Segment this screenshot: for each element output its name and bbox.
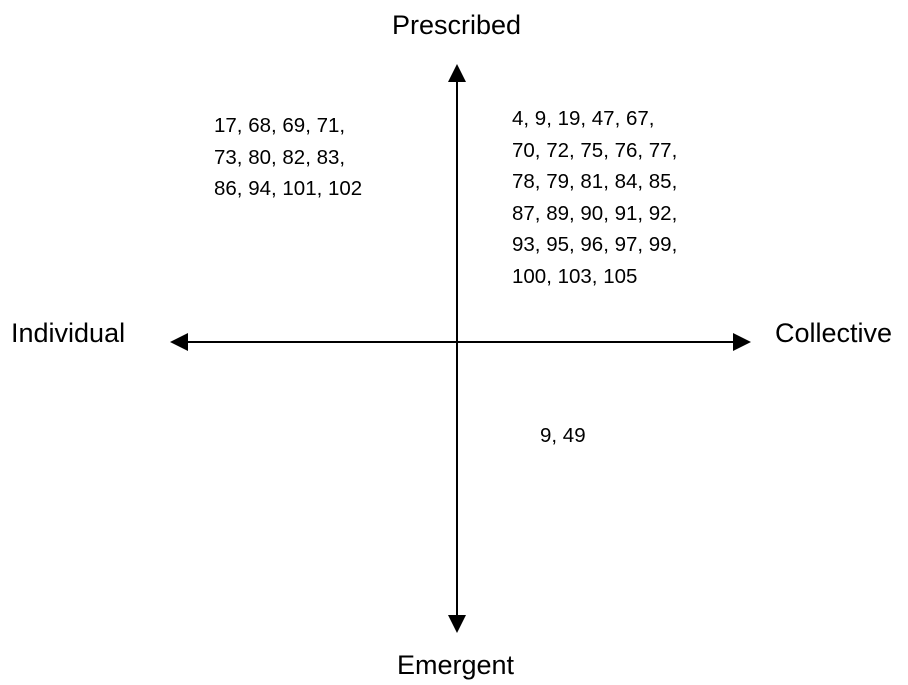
arrow-up-icon	[448, 64, 466, 82]
axis-label-individual: Individual	[11, 318, 126, 348]
quadrant-line: 70, 72, 75, 76, 77,	[512, 138, 678, 162]
arrow-right-icon	[733, 333, 751, 351]
axis-label-collective: Collective	[775, 318, 893, 348]
quadrant-line: 100, 103, 105	[512, 264, 638, 288]
quadrant-line: 17, 68, 69, 71,	[214, 114, 346, 137]
quadrant-line: 87, 89, 90, 91, 92,	[512, 201, 678, 225]
quadrant-prescribed-collective: 4, 9, 19, 47, 67, 70, 72, 75, 76, 77, 78…	[512, 103, 677, 292]
quadrant-line: 73, 80, 82, 83,	[214, 145, 346, 169]
quadrant-line: 4, 9, 19, 47, 67,	[512, 107, 655, 130]
quadrant-line: 86, 94, 101, 102	[214, 177, 363, 200]
arrow-down-icon	[448, 615, 466, 633]
axis-label-emergent: Emergent	[397, 650, 515, 680]
quadrant-prescribed-individual: 17, 68, 69, 71, 73, 80, 82, 83, 86, 94, …	[214, 110, 362, 205]
arrow-left-icon	[170, 333, 188, 351]
axis-label-prescribed: Prescribed	[392, 10, 522, 40]
quadrant-line: 93, 95, 96, 97, 99,	[512, 233, 678, 256]
quadrant-emergent-collective: 9, 49	[540, 420, 586, 452]
quadrant-line: 9, 49	[540, 424, 586, 447]
quadrant-line: 78, 79, 81, 84, 85,	[512, 170, 678, 193]
